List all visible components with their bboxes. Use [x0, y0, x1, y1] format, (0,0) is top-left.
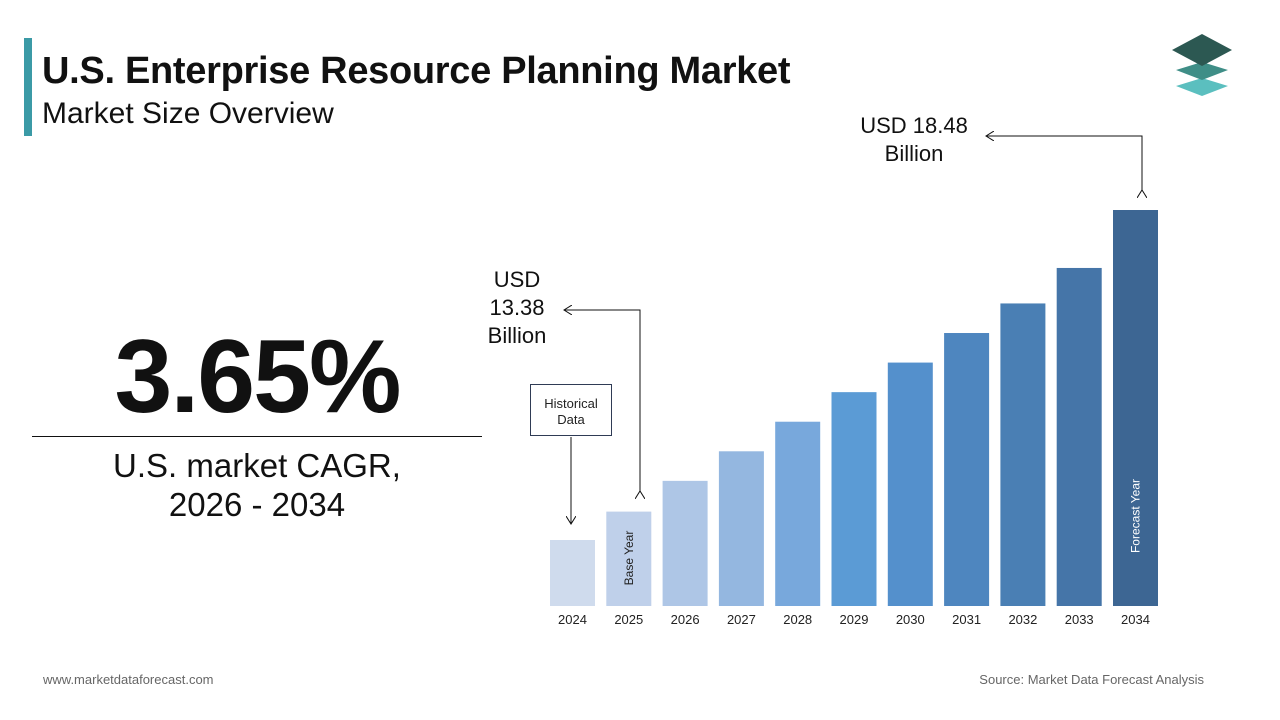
bar-inner-labels: Base Year Forecast Year — [622, 479, 1143, 585]
x-tick-label-2028: 2028 — [783, 612, 812, 627]
cagr-value: 3.65% — [114, 319, 402, 435]
x-tick-label-2024: 2024 — [558, 612, 587, 627]
start-value-line2: 13.38 — [489, 295, 545, 320]
page-title: U.S. Enterprise Resource Planning Market — [42, 50, 791, 92]
brand-logo-icon — [1172, 34, 1232, 96]
x-tick-label-2026: 2026 — [671, 612, 700, 627]
x-tick-label-2031: 2031 — [952, 612, 981, 627]
cagr-label: U.S. market CAGR, 2026 - 2034 — [32, 446, 482, 524]
start-value-line3: Billion — [487, 323, 547, 348]
website-link[interactable]: www.marketdataforecast.com — [43, 672, 214, 687]
x-tick-label-2032: 2032 — [1008, 612, 1037, 627]
start-value-line1: USD — [493, 267, 541, 292]
x-tick-label-2029: 2029 — [840, 612, 869, 627]
x-tick-label-2034: 2034 — [1121, 612, 1150, 627]
page-subtitle: Market Size Overview — [42, 97, 334, 130]
bar-label-2025: Base Year — [622, 531, 636, 586]
cagr-label-line2: 2026 - 2034 — [168, 486, 346, 523]
start-arrow — [564, 310, 640, 491]
end-value-line1: USD 18.48 — [860, 113, 968, 138]
cagr-label-line1: U.S. market CAGR, — [113, 447, 401, 484]
bar-label-2034: Forecast Year — [1129, 479, 1143, 553]
title-accent-bar — [24, 38, 32, 136]
start-value-callout: USD 13.38 Billion — [478, 266, 556, 350]
connector-arrows — [564, 136, 1142, 524]
bar-2027 — [718, 451, 764, 606]
source-note: Source: Market Data Forecast Analysis — [979, 672, 1204, 687]
bar-2026 — [662, 480, 708, 606]
bar-2029 — [831, 392, 877, 606]
divider — [32, 436, 482, 437]
x-tick-label-2025: 2025 — [614, 612, 643, 627]
bar-2024 — [550, 540, 595, 606]
bars-group — [550, 210, 1158, 606]
x-tick-label-2030: 2030 — [896, 612, 925, 627]
end-value-line2: Billion — [884, 141, 944, 166]
end-arrow — [986, 136, 1142, 190]
bar-2032 — [1000, 303, 1046, 606]
bar-2030 — [887, 362, 933, 606]
bar-2033 — [1056, 267, 1102, 606]
bar-2028 — [775, 421, 821, 606]
bar-2034 — [1113, 210, 1158, 606]
x-tick-label-2027: 2027 — [727, 612, 756, 627]
x-axis-labels: 2024 2025 2026 2027 2028 2029 2030 2031 2032 2033… — [558, 612, 1150, 627]
bar-2025 — [606, 511, 652, 606]
x-tick-label-2033: 2033 — [1065, 612, 1094, 627]
end-value-callout: USD 18.48 Billion — [846, 112, 982, 168]
bar-2031 — [944, 333, 990, 606]
